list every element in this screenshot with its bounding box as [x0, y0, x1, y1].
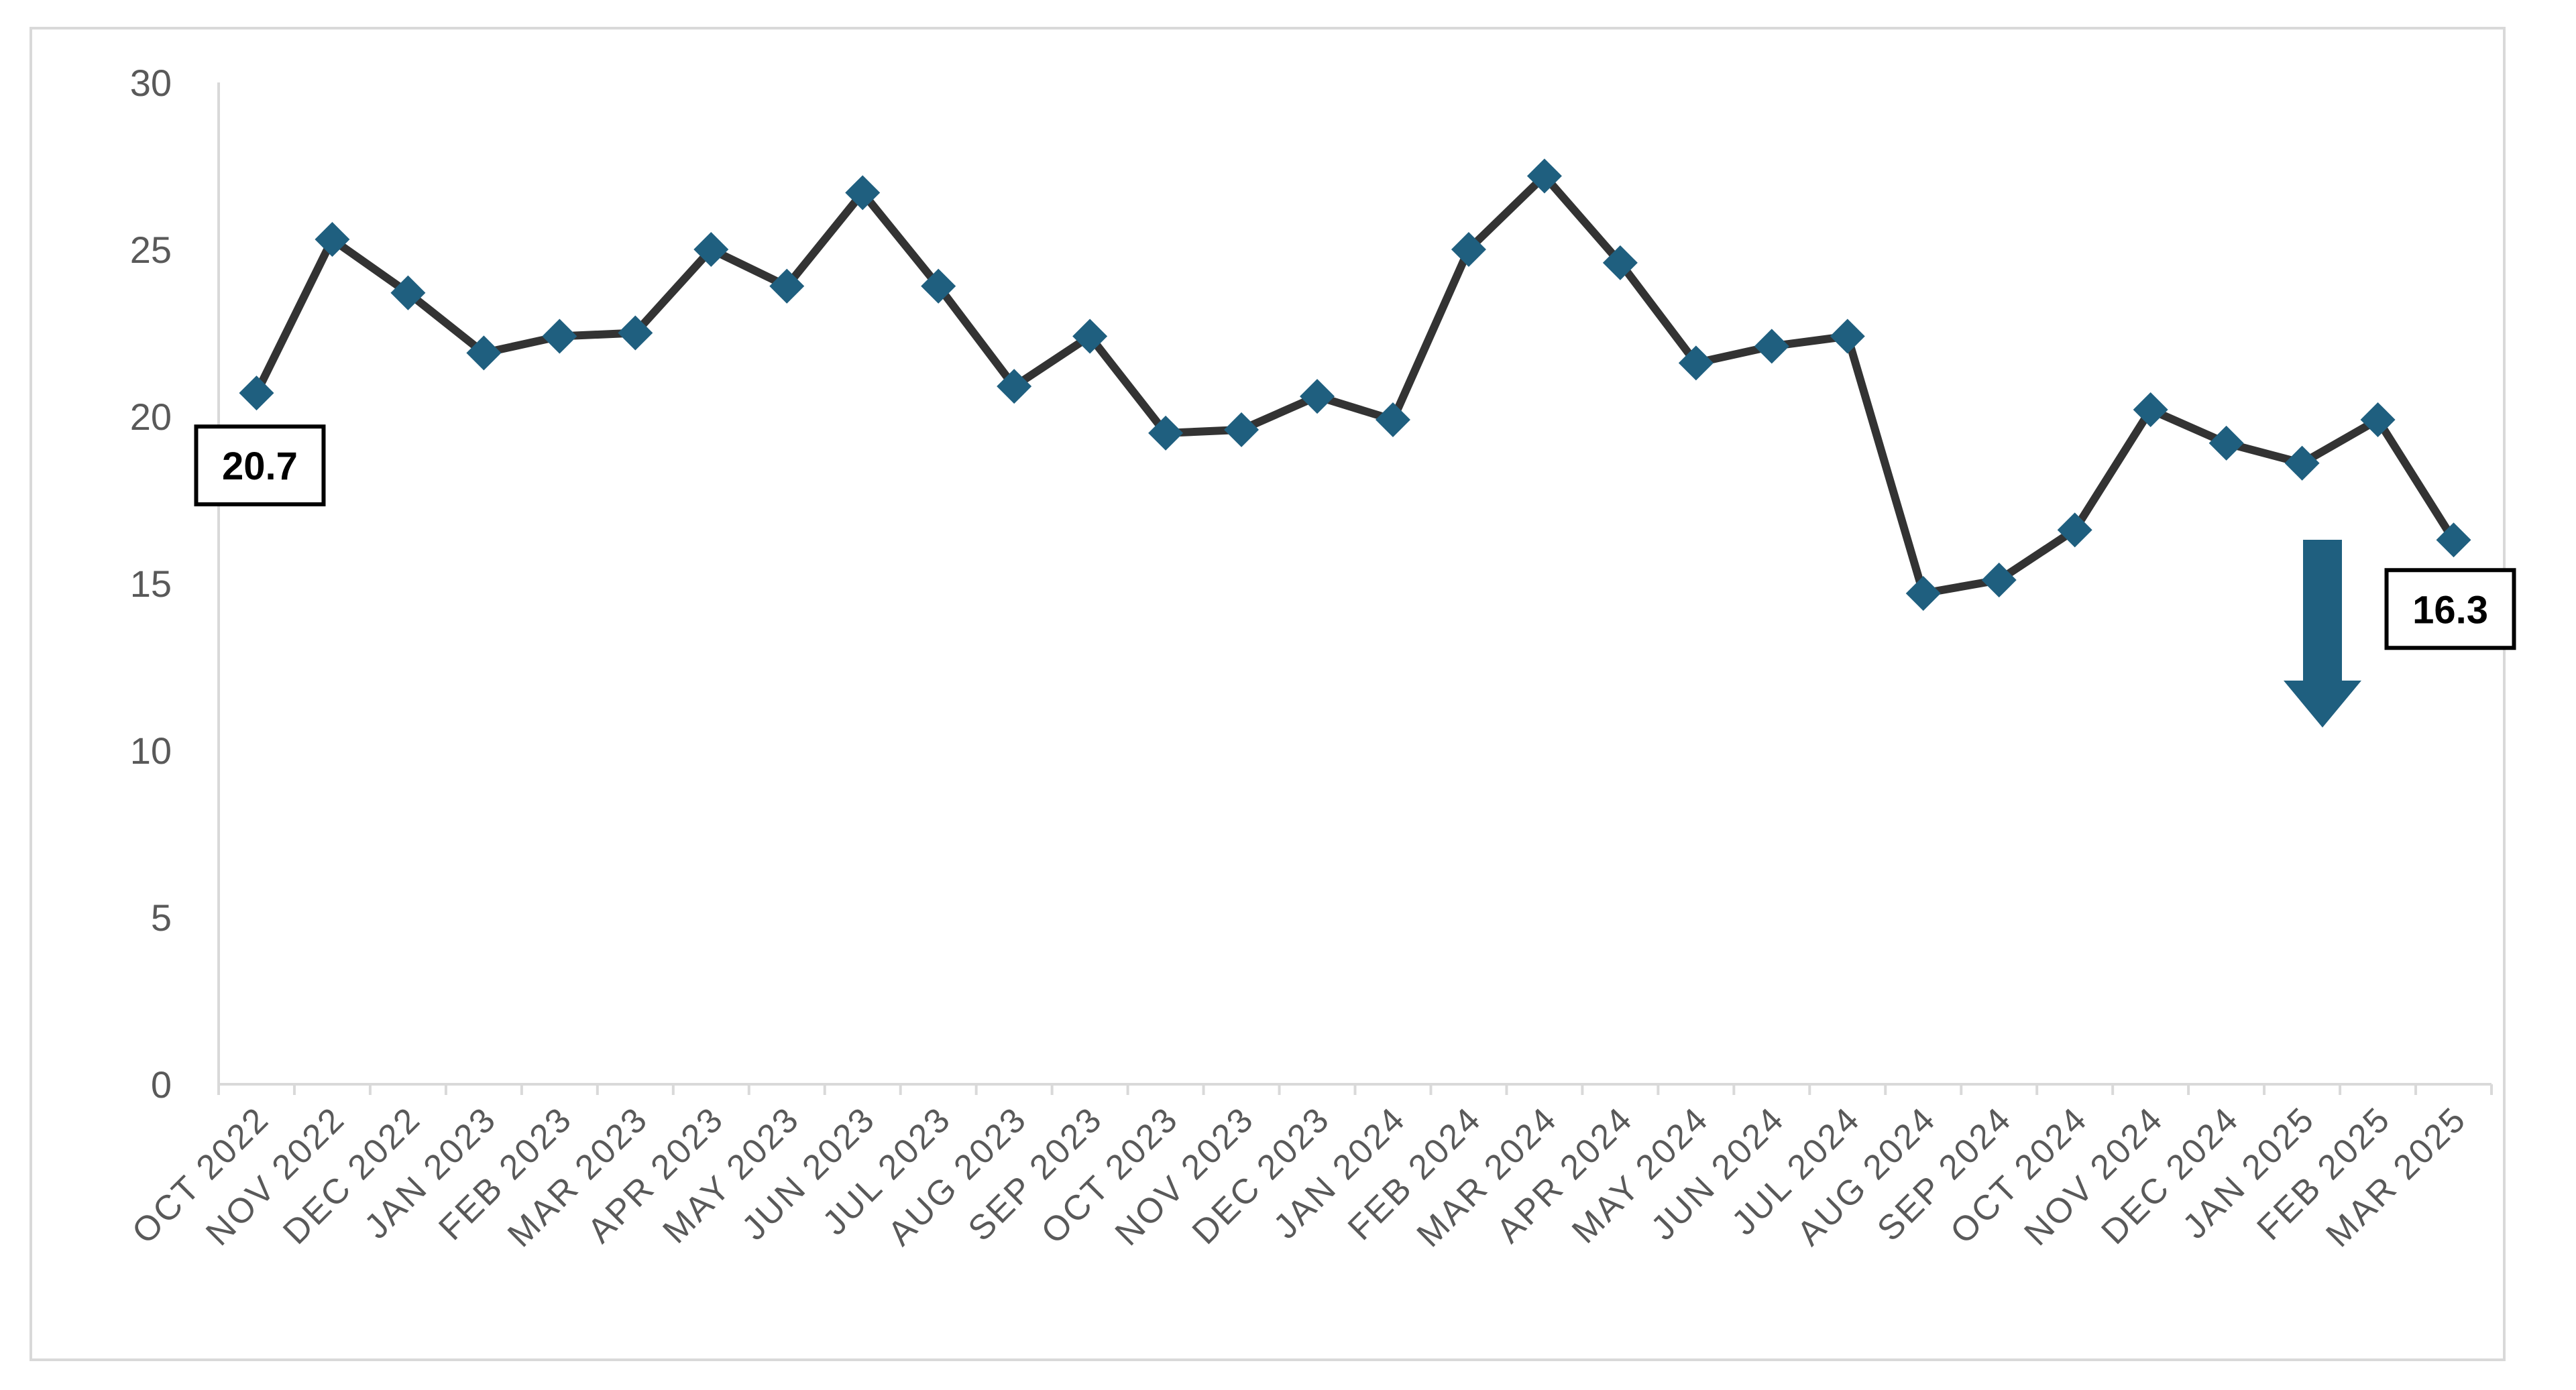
data-label: 16.3 — [2412, 588, 2488, 632]
data-label-box — [2384, 568, 2516, 650]
y-axis: 0 5 10 15 20 25 30 — [130, 62, 220, 1106]
data-point — [1905, 575, 1941, 611]
data-point — [1148, 415, 1184, 451]
data-label: 20.7 — [222, 445, 298, 488]
data-label-box — [194, 424, 326, 507]
data-label-callout: 16.3 — [2384, 568, 2516, 650]
data-point — [2208, 425, 2244, 461]
data-point — [2360, 402, 2396, 437]
data-point — [2436, 522, 2471, 558]
data-point — [769, 268, 805, 304]
data-point — [315, 222, 350, 257]
series — [239, 158, 2471, 611]
data-point — [542, 318, 577, 354]
data-point — [618, 315, 653, 351]
down-arrow-icon — [2284, 540, 2361, 728]
data-point — [1300, 379, 1335, 414]
data-point — [1072, 318, 1108, 354]
chart-frame — [30, 27, 2506, 1361]
data-point — [1526, 158, 1562, 194]
annotations: 20.7 16.3 — [194, 424, 2516, 728]
y-tick-label: 5 — [151, 896, 172, 939]
data-point — [2133, 392, 2168, 428]
data-point — [1602, 245, 1638, 280]
y-tick-label: 15 — [130, 563, 172, 605]
data-point — [921, 268, 956, 304]
data-point — [466, 335, 502, 371]
data-point — [2284, 445, 2320, 481]
data-point — [1224, 412, 1259, 447]
data-point — [1981, 563, 2017, 598]
y-tick-label: 10 — [130, 730, 172, 772]
data-point — [390, 275, 426, 310]
data-point — [1678, 345, 1714, 381]
data-point — [997, 369, 1032, 404]
data-point — [1451, 232, 1486, 267]
series-line — [252, 172, 2458, 597]
data-label-callout: 20.7 — [194, 424, 326, 507]
y-tick-label: 0 — [151, 1063, 172, 1106]
y-tick-label: 25 — [130, 229, 172, 271]
data-point — [1375, 402, 1410, 437]
data-point — [693, 232, 729, 267]
data-point — [845, 175, 881, 211]
data-point — [1754, 329, 1789, 364]
data-point — [2057, 512, 2092, 548]
y-tick-label: 30 — [130, 62, 172, 104]
data-point — [1830, 318, 1865, 354]
y-tick-label: 20 — [130, 396, 172, 438]
data-point — [239, 375, 274, 411]
